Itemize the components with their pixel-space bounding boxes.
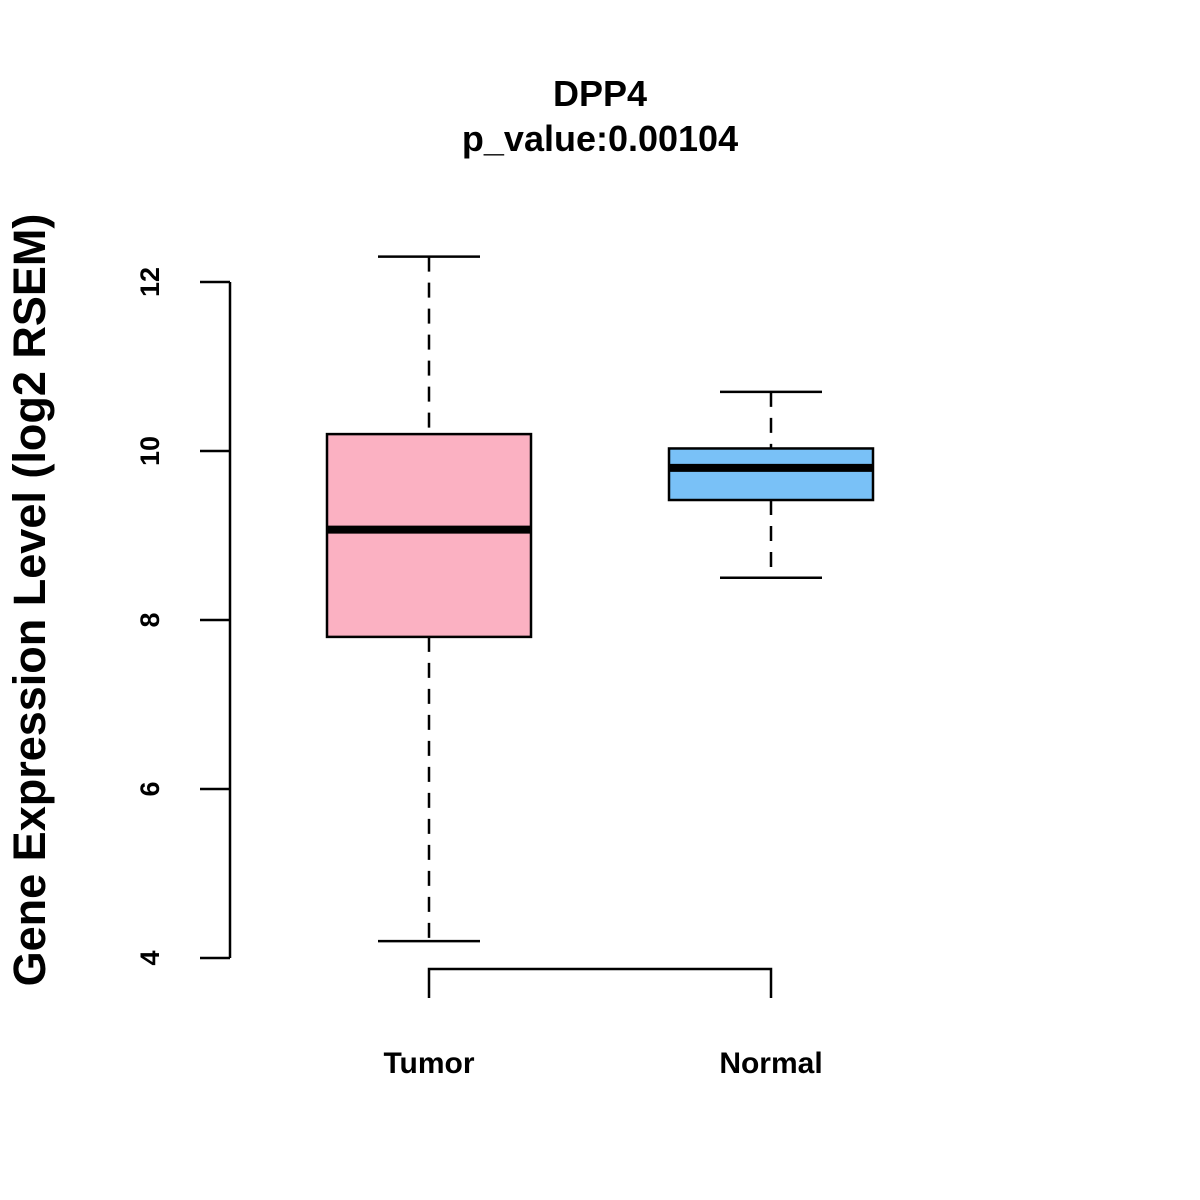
chart-subtitle: p_value:0.00104 <box>462 118 738 159</box>
y-tick-label: 10 <box>135 436 165 466</box>
y-tick-label: 6 <box>135 781 165 796</box>
box-tumor <box>325 255 533 943</box>
y-tick-label: 8 <box>135 612 165 627</box>
y-axis: 4 6 8 10 12 <box>135 267 232 966</box>
comparison-bracket <box>427 967 773 998</box>
x-category-label-normal: Normal <box>719 1047 822 1080</box>
chart-title: DPP4 <box>553 73 647 114</box>
iqr-box <box>325 432 533 639</box>
y-tick-label: 12 <box>135 267 165 297</box>
y-tick-label: 4 <box>135 950 165 965</box>
box-series <box>325 255 875 943</box>
bracket-line <box>427 967 773 998</box>
x-category-label-tumor: Tumor <box>383 1047 474 1080</box>
box-normal <box>667 390 875 579</box>
y-axis-title: Gene Expression Level (log2 RSEM) <box>4 214 55 987</box>
iqr-box <box>667 447 875 502</box>
x-axis-labels: Tumor Normal <box>383 1047 822 1080</box>
